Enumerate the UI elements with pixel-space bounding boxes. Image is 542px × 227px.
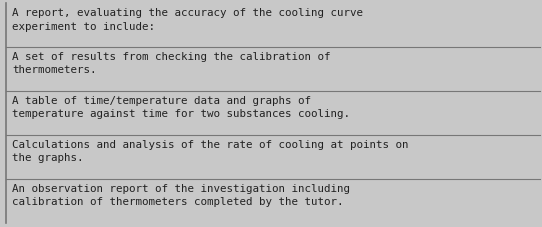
Text: A table of time/temperature data and graphs of: A table of time/temperature data and gra… xyxy=(12,96,311,106)
Text: An observation report of the investigation including: An observation report of the investigati… xyxy=(12,183,350,193)
Text: calibration of thermometers completed by the tutor.: calibration of thermometers completed by… xyxy=(12,197,344,207)
Text: temperature against time for two substances cooling.: temperature against time for two substan… xyxy=(12,109,350,119)
Text: thermometers.: thermometers. xyxy=(12,65,96,75)
Text: experiment to include:: experiment to include: xyxy=(12,21,155,31)
Text: A set of results from checking the calibration of: A set of results from checking the calib… xyxy=(12,52,331,62)
Text: the graphs.: the graphs. xyxy=(12,153,83,163)
Text: A report, evaluating the accuracy of the cooling curve: A report, evaluating the accuracy of the… xyxy=(12,8,363,18)
Text: Calculations and analysis of the rate of cooling at points on: Calculations and analysis of the rate of… xyxy=(12,139,409,149)
